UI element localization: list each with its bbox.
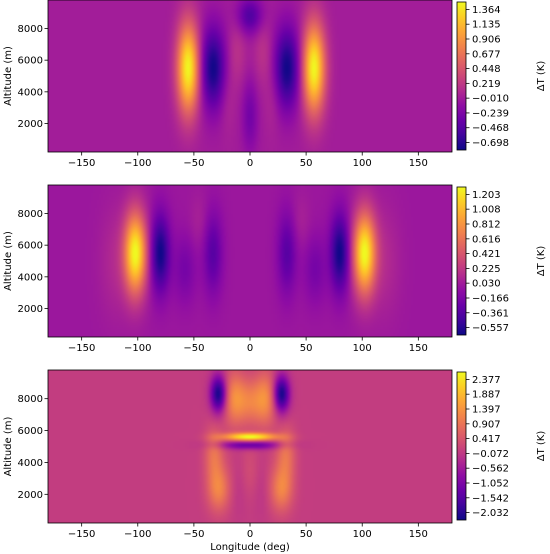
y-tick-label: 2000 — [18, 304, 43, 315]
colorbar-tick-label: 0.219 — [472, 79, 501, 90]
colorbar-tick-label: −0.072 — [472, 449, 509, 460]
colorbar-tick-label: 0.225 — [472, 264, 501, 275]
colorbar — [456, 186, 467, 336]
x-tick-label: −50 — [183, 343, 204, 354]
colorbar-tick-label: −1.052 — [472, 478, 509, 489]
colorbar-tick-label: −0.468 — [472, 123, 509, 134]
x-tick-label: 50 — [300, 158, 313, 169]
colorbar-tick-label: 0.421 — [472, 249, 501, 260]
colorbar-tick-label: −0.557 — [472, 323, 509, 334]
x-tick-label: −50 — [183, 529, 204, 540]
x-tick-label: 50 — [300, 529, 313, 540]
y-tick-label: 4000 — [18, 458, 43, 469]
heatmap-field — [48, 0, 452, 152]
colorbar-tick-label: 0.616 — [472, 234, 501, 245]
colorbar-tick-label: 0.030 — [472, 279, 501, 290]
y-tick-label: 4000 — [18, 87, 43, 98]
colorbar-tick-label: 0.907 — [472, 419, 501, 430]
x-tick-label: −100 — [124, 158, 151, 169]
colorbar-tick-label: 0.677 — [472, 49, 501, 60]
y-axis-label: Altitude (m) — [3, 231, 14, 291]
colorbar — [456, 371, 467, 521]
colorbar-label: ΔT (K) — [536, 246, 547, 277]
y-tick-label: 6000 — [18, 56, 43, 67]
y-tick-label: 8000 — [18, 24, 43, 35]
x-tick-label: −50 — [183, 158, 204, 169]
y-axis-label: Altitude (m) — [3, 417, 14, 477]
colorbar-label: ΔT (K) — [536, 61, 547, 92]
x-tick-label: 0 — [247, 158, 253, 169]
panel-1: −150 −100 −50 0 50 100 150 2000 4000 6000 8000 Alti… — [3, 0, 547, 169]
colorbar-tick-label: −1.542 — [472, 493, 509, 504]
x-tick-label: 150 — [409, 158, 428, 169]
x-tick-label: 100 — [353, 343, 372, 354]
panel-3: −150 −100 −50 0 50 100 150 2000 4000 6000 8000 Alti… — [3, 369, 547, 553]
x-tick-label: 150 — [409, 343, 428, 354]
x-tick-label: −100 — [124, 529, 151, 540]
x-tick-label: −150 — [68, 529, 95, 540]
x-axis-label: Longitude (deg) — [210, 542, 290, 553]
x-tick-label: 0 — [247, 529, 253, 540]
colorbar-tick-label: 2.377 — [472, 375, 501, 386]
y-tick-label: 8000 — [18, 209, 43, 220]
colorbar-tick-label: 1.008 — [472, 205, 501, 216]
y-tick-label: 6000 — [18, 241, 43, 252]
colorbar-tick-label: −0.361 — [472, 308, 509, 319]
colorbar-tick-label: 0.417 — [472, 434, 501, 445]
colorbar-tick-label: 1.135 — [472, 20, 501, 31]
colorbar-tick-label: 0.906 — [472, 35, 501, 46]
colorbar-label: ΔT (K) — [536, 431, 547, 462]
colorbar-tick-label: 1.203 — [472, 190, 501, 201]
panel-2: −150 −100 −50 0 50 100 150 2000 4000 6000 8000 Alti… — [3, 184, 547, 354]
x-tick-label: 100 — [353, 158, 372, 169]
y-tick-label: 2000 — [18, 119, 43, 130]
colorbar-tick-label: 1.364 — [472, 5, 501, 16]
y-tick-label: 6000 — [18, 426, 43, 437]
colorbar-tick-label: 0.812 — [472, 220, 501, 231]
y-tick-label: 4000 — [18, 272, 43, 283]
colorbar-tick-label: 1.887 — [472, 390, 501, 401]
y-tick-label: 2000 — [18, 490, 43, 501]
colorbar-tick-label: −0.010 — [472, 94, 509, 105]
x-tick-label: 50 — [300, 343, 313, 354]
heatmap-field — [48, 370, 452, 523]
colorbar-tick-label: −0.166 — [472, 294, 509, 305]
colorbar-tick-label: 1.397 — [472, 405, 501, 416]
x-tick-label: 150 — [409, 529, 428, 540]
y-axis-label: Altitude (m) — [3, 46, 14, 106]
x-tick-label: 100 — [353, 529, 372, 540]
colorbar-tick-label: −0.562 — [472, 464, 509, 475]
colorbar-tick-label: −0.698 — [472, 138, 509, 149]
x-tick-label: 0 — [247, 343, 253, 354]
colorbar-tick-label: −2.032 — [472, 508, 509, 519]
colorbar-tick-label: 0.448 — [472, 64, 501, 75]
colorbar — [456, 1, 467, 151]
y-tick-label: 8000 — [18, 394, 43, 405]
heatmap-field — [48, 185, 452, 337]
colorbar-tick-label: −0.239 — [472, 108, 509, 119]
x-tick-label: −100 — [124, 343, 151, 354]
x-tick-label: −150 — [68, 343, 95, 354]
x-tick-label: −150 — [68, 158, 95, 169]
